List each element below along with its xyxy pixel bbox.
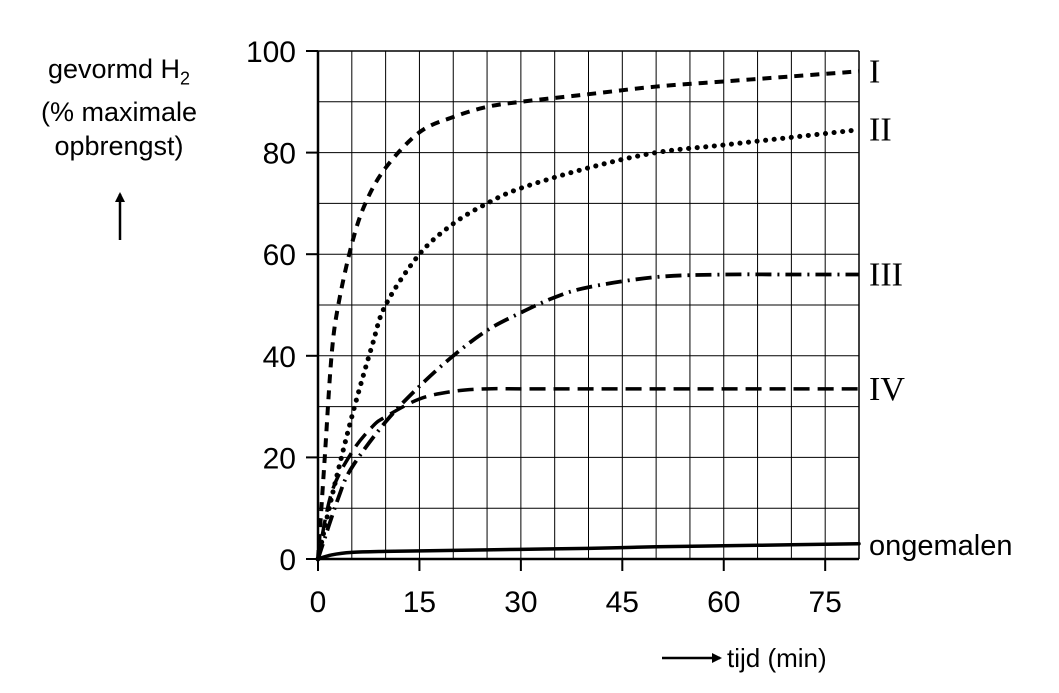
y-axis-label-line-1: gevormd H2 <box>47 54 191 89</box>
y-axis-label: gevormd H2 (% maximale opbrengst) <box>0 52 238 163</box>
y-tick-label: 60 <box>263 239 296 272</box>
x-tick-label: 75 <box>809 586 842 619</box>
chart-grid <box>318 51 859 559</box>
series-line-ii <box>315 127 862 562</box>
y-axis-label-line-3: opbrengst) <box>54 131 184 162</box>
y-tick-label: 0 <box>279 544 296 577</box>
x-axis-label: tijd (min) <box>727 643 827 673</box>
chart-tick-labels: 0 20 40 60 80 100 0 15 30 45 60 75 <box>246 36 842 619</box>
series-line-iv <box>316 386 859 560</box>
y-tick-label: 40 <box>263 341 296 374</box>
x-tick-label: 15 <box>403 586 436 619</box>
y-axis-label-line-2: (% maximale <box>40 97 198 128</box>
series-label-i: I <box>869 53 880 90</box>
y-tick-label: 100 <box>246 36 296 69</box>
chart-series <box>315 69 862 562</box>
series-label-ongemalen: ongemalen <box>869 530 1013 562</box>
y-axis-label-subscript: 2 <box>180 68 191 89</box>
series-label-iv: IV <box>869 371 905 408</box>
series-label-iii: III <box>869 257 903 294</box>
series-line-i <box>316 69 860 560</box>
series-line-iii <box>316 272 859 560</box>
x-tick-label: 45 <box>606 586 639 619</box>
y-tick-label: 80 <box>263 138 296 171</box>
x-tick-label: 60 <box>707 586 740 619</box>
x-tick-label: 30 <box>504 586 537 619</box>
x-tick-label: 0 <box>310 586 327 619</box>
series-label-ii: II <box>869 112 892 149</box>
chart-axes <box>306 50 860 571</box>
series-line-ongemalen <box>316 542 861 561</box>
y-tick-label: 20 <box>263 442 296 475</box>
